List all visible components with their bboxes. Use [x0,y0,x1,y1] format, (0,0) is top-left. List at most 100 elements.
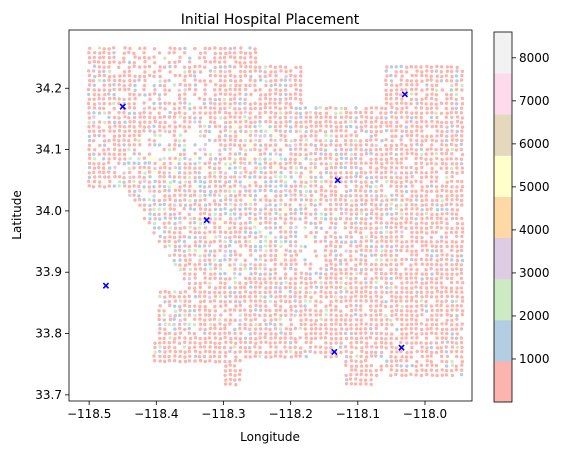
population-point [414,299,419,304]
population-point [223,271,227,276]
population-point [264,79,268,83]
population-point [298,97,303,102]
population-point [344,211,348,216]
population-point [274,285,278,290]
population-point [419,156,423,160]
population-point [360,115,364,119]
population-point [223,290,227,295]
population-point [425,262,429,267]
population-point [213,138,217,143]
population-point [148,120,152,124]
population-point [223,110,228,115]
population-point [435,115,439,120]
population-point [440,161,445,166]
population-point [379,230,383,235]
population-point [314,299,318,303]
population-point [202,189,207,194]
population-point [163,165,167,170]
population-point [304,111,309,115]
population-point [172,115,177,119]
population-point [415,133,419,138]
population-point [454,212,459,216]
population-point [298,300,302,304]
population-point [198,235,203,240]
population-point [152,354,156,358]
population-point [354,179,358,183]
population-point [415,207,419,211]
population-point [298,111,302,116]
colorbar-tick-label: 2000 [519,309,550,323]
population-point [157,93,162,97]
population-point [142,175,146,180]
population-point [279,189,283,194]
population-point [213,65,217,70]
population-point [178,263,182,267]
population-point [238,358,242,363]
population-point [420,327,424,332]
population-point [178,157,182,161]
population-point [384,207,389,211]
population-point [217,203,222,207]
population-point [243,263,247,267]
population-point [344,240,348,244]
population-point [177,162,181,166]
population-point [319,115,323,120]
population-point [127,184,132,189]
population-point [107,175,111,179]
population-point [395,120,399,124]
population-point [380,162,384,166]
population-point [364,336,369,340]
population-point [439,239,444,243]
population-point [324,331,328,335]
population-point [217,110,222,115]
population-point [187,281,192,286]
population-point [128,193,132,197]
population-point [424,268,428,272]
population-point [415,304,419,308]
population-point [223,65,227,69]
population-point [369,157,373,161]
population-point [343,138,348,143]
population-point [343,106,348,111]
population-point [248,143,252,148]
population-point [329,212,333,216]
population-point [213,313,217,318]
population-point [429,74,433,78]
population-point [410,174,414,179]
population-point [167,239,171,243]
population-point [92,179,97,184]
population-point [167,60,171,65]
population-point [263,161,268,165]
population-point [293,281,297,286]
population-point [232,271,237,276]
population-point [284,208,288,212]
population-point [299,346,303,350]
population-point [384,116,388,120]
population-point [299,74,303,78]
population-point [253,299,258,303]
population-point [425,276,429,281]
population-point [395,317,399,321]
population-point [198,290,202,294]
population-point [183,216,187,220]
population-point [334,276,338,280]
population-point [203,318,207,322]
population-point [283,166,287,171]
population-point [234,383,238,387]
population-point [350,203,354,208]
population-point [258,230,262,234]
population-point [374,299,378,303]
population-point [284,285,288,290]
population-point [193,83,198,87]
population-point [238,115,242,120]
population-point [294,225,298,229]
population-point [293,313,297,318]
population-point [329,350,333,354]
population-point [359,331,363,335]
population-point [449,202,453,206]
population-point [303,225,307,230]
population-point [445,272,449,276]
population-point [263,93,268,97]
population-point [158,83,162,88]
